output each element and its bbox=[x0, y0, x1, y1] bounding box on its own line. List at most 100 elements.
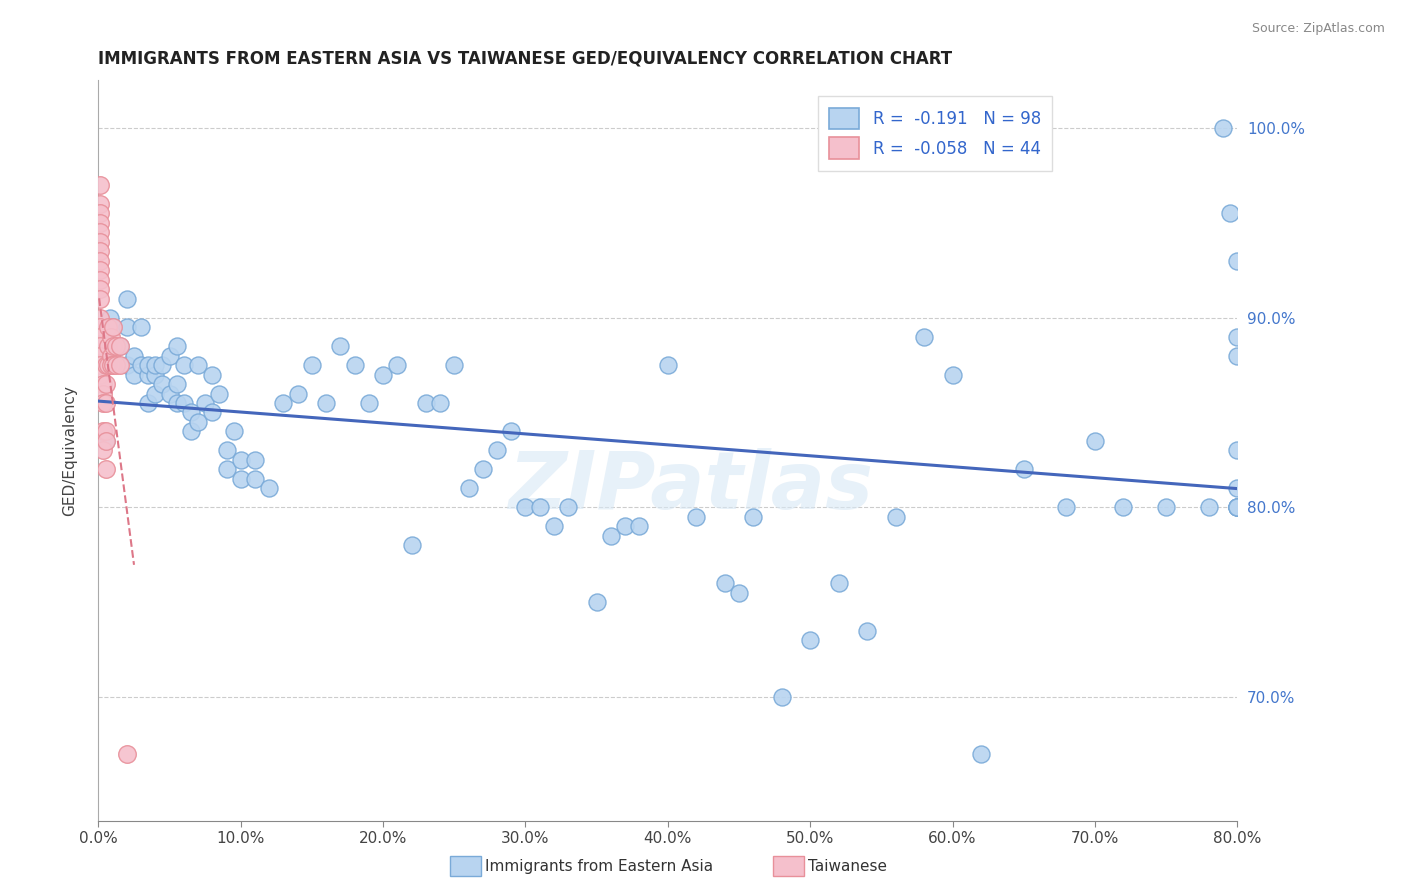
Point bbox=[387, 358, 409, 372]
Point bbox=[97, 320, 120, 334]
Point bbox=[152, 358, 174, 372]
Point bbox=[108, 358, 131, 372]
Point bbox=[515, 500, 537, 515]
Point bbox=[343, 358, 366, 372]
Point bbox=[89, 235, 111, 249]
Point bbox=[89, 292, 111, 306]
Point bbox=[97, 358, 120, 372]
Point bbox=[94, 396, 117, 410]
Point bbox=[243, 453, 266, 467]
Point bbox=[1226, 500, 1249, 515]
Point bbox=[166, 377, 188, 392]
Point bbox=[628, 519, 651, 533]
Point bbox=[89, 320, 111, 334]
Point bbox=[1219, 206, 1241, 220]
Point bbox=[1154, 500, 1177, 515]
Point bbox=[229, 453, 252, 467]
Point bbox=[115, 320, 138, 334]
Point bbox=[1226, 349, 1249, 363]
Point bbox=[600, 529, 623, 543]
Point bbox=[1212, 120, 1234, 135]
Point bbox=[122, 349, 145, 363]
Point bbox=[215, 462, 238, 476]
Point bbox=[259, 482, 281, 496]
Point bbox=[1226, 329, 1249, 343]
Point bbox=[98, 310, 121, 325]
Text: Source: ZipAtlas.com: Source: ZipAtlas.com bbox=[1251, 22, 1385, 36]
Point bbox=[101, 339, 124, 353]
Point bbox=[89, 253, 111, 268]
Point bbox=[89, 216, 111, 230]
Point bbox=[329, 339, 352, 353]
Point bbox=[614, 519, 637, 533]
Point bbox=[529, 500, 551, 515]
Point bbox=[108, 339, 131, 353]
Point bbox=[89, 339, 111, 353]
Point bbox=[89, 206, 111, 220]
Point bbox=[443, 358, 465, 372]
Point bbox=[714, 576, 737, 591]
Point bbox=[912, 329, 935, 343]
Point bbox=[89, 272, 111, 286]
Point bbox=[1226, 500, 1249, 515]
Text: Immigrants from Eastern Asia: Immigrants from Eastern Asia bbox=[485, 859, 713, 873]
Point bbox=[486, 443, 509, 458]
Point bbox=[94, 358, 117, 372]
Point bbox=[229, 472, 252, 486]
Point bbox=[194, 396, 217, 410]
Point bbox=[1084, 434, 1107, 448]
Point bbox=[94, 434, 117, 448]
Point bbox=[136, 358, 159, 372]
Point bbox=[1012, 462, 1035, 476]
Point bbox=[301, 358, 323, 372]
Legend: R =  -0.191   N = 98, R =  -0.058   N = 44: R = -0.191 N = 98, R = -0.058 N = 44 bbox=[817, 96, 1053, 170]
Point bbox=[1226, 443, 1249, 458]
Point bbox=[222, 425, 245, 439]
Point bbox=[89, 349, 111, 363]
Point bbox=[91, 377, 114, 392]
Point bbox=[145, 368, 167, 382]
Point bbox=[415, 396, 437, 410]
Point bbox=[166, 339, 188, 353]
Point bbox=[91, 396, 114, 410]
Point bbox=[100, 329, 122, 343]
Point bbox=[104, 339, 127, 353]
Point bbox=[799, 633, 821, 648]
Point bbox=[89, 282, 111, 296]
Point bbox=[1112, 500, 1135, 515]
Point bbox=[471, 462, 494, 476]
Point bbox=[401, 538, 423, 552]
Point bbox=[91, 425, 114, 439]
Text: Taiwanese: Taiwanese bbox=[808, 859, 887, 873]
Point bbox=[1198, 500, 1220, 515]
Point bbox=[856, 624, 879, 638]
Point bbox=[728, 586, 751, 600]
Point bbox=[129, 358, 152, 372]
Point bbox=[122, 368, 145, 382]
Point bbox=[1226, 482, 1249, 496]
Point bbox=[180, 405, 202, 419]
Point bbox=[180, 425, 202, 439]
Point bbox=[89, 368, 111, 382]
Point bbox=[742, 509, 765, 524]
Point bbox=[1056, 500, 1078, 515]
Y-axis label: GED/Equivalency: GED/Equivalency bbox=[63, 385, 77, 516]
Point bbox=[145, 386, 167, 401]
Point bbox=[94, 434, 117, 448]
Point bbox=[100, 358, 122, 372]
Point bbox=[685, 509, 707, 524]
Point bbox=[215, 443, 238, 458]
Point bbox=[942, 368, 965, 382]
Point bbox=[357, 396, 380, 410]
Point bbox=[373, 368, 395, 382]
Point bbox=[273, 396, 295, 410]
Point bbox=[159, 386, 181, 401]
Point bbox=[101, 320, 124, 334]
Point bbox=[89, 358, 111, 372]
Point bbox=[100, 349, 122, 363]
Point bbox=[1226, 500, 1249, 515]
Point bbox=[543, 519, 565, 533]
Point bbox=[429, 396, 451, 410]
Point bbox=[457, 482, 479, 496]
Point bbox=[187, 358, 209, 372]
